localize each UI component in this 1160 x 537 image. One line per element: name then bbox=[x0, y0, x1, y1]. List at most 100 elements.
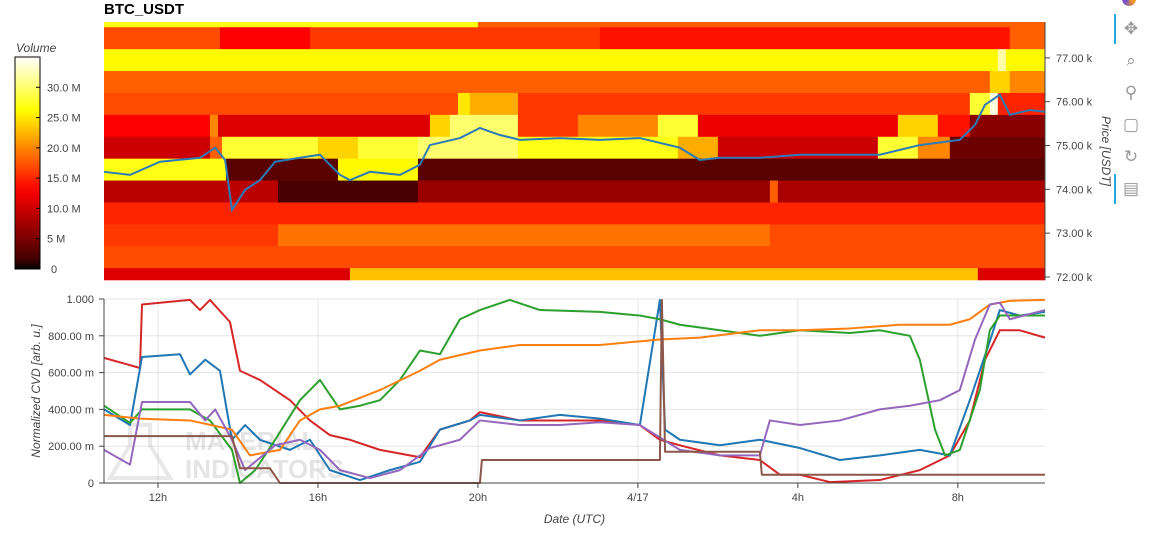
x-tick-label: 4h bbox=[792, 492, 804, 504]
heatmap-cell bbox=[717, 136, 879, 159]
price-tick-label: 74.00 k bbox=[1056, 184, 1093, 196]
flask-icon bbox=[106, 423, 174, 480]
heatmap-cell bbox=[769, 224, 1046, 247]
heatmap-cell bbox=[677, 136, 719, 159]
price-line bbox=[103, 93, 1046, 213]
heatmap-cell bbox=[469, 92, 519, 116]
heatmap-cell bbox=[277, 224, 771, 247]
heatmap-cell bbox=[219, 27, 311, 50]
price-axis-label: Price [USDT] bbox=[1099, 116, 1113, 187]
price-tick-label: 76.00 k bbox=[1056, 97, 1093, 109]
price-tick-label: 73.00 k bbox=[1056, 228, 1093, 240]
heatmap-cell bbox=[217, 114, 431, 138]
x-tick-label: 16h bbox=[309, 492, 327, 504]
heatmap-cell bbox=[977, 268, 1046, 281]
heatmap-cell bbox=[517, 92, 971, 116]
heatmap-cell bbox=[309, 27, 601, 50]
heatmap-cell bbox=[417, 158, 1046, 181]
heatmap-cell bbox=[969, 114, 1046, 138]
price-tick-label: 77.00 k bbox=[1056, 53, 1093, 65]
heatmap-cell bbox=[104, 180, 279, 203]
price-tick-label: 75.00 k bbox=[1056, 141, 1093, 153]
save-icon[interactable]: ▢ bbox=[1122, 115, 1140, 134]
heatmap-cell bbox=[517, 114, 579, 138]
y-tick-label: 600.00 m bbox=[48, 368, 94, 380]
colorbar-tick-label: 20.0 M bbox=[47, 143, 81, 155]
heatmap-cell bbox=[997, 49, 1007, 72]
y-tick-label: 0 bbox=[88, 478, 94, 490]
heatmap-cell bbox=[104, 92, 459, 116]
cvd-line-blue bbox=[103, 298, 1046, 482]
heatmap-cell bbox=[104, 158, 227, 181]
y-tick-label: 200.00 m bbox=[48, 441, 94, 453]
heatmap-cell bbox=[104, 202, 1046, 225]
x-axis-label: Date (UTC) bbox=[544, 512, 605, 526]
heatmap-cell bbox=[417, 136, 519, 159]
heatmap-cell bbox=[1009, 71, 1046, 94]
heatmap-cell bbox=[104, 246, 1046, 269]
heatmap-cell bbox=[937, 114, 971, 138]
wheel-zoom-icon[interactable]: ⚲ bbox=[1124, 83, 1138, 102]
heatmap-cell bbox=[104, 136, 211, 159]
heatmap-cell bbox=[349, 268, 979, 281]
y-tick-label: 800.00 m bbox=[48, 331, 94, 343]
cvd-line-orange bbox=[103, 298, 1046, 457]
heatmap-cell bbox=[317, 136, 359, 159]
box-zoom-icon[interactable]: ⌕ bbox=[1126, 51, 1136, 70]
colorbar-tick-label: 15.0 M bbox=[47, 173, 81, 185]
heatmap-cell bbox=[599, 27, 1011, 50]
heatmap-cell bbox=[517, 136, 679, 159]
cvd-line-green bbox=[103, 298, 1045, 484]
colorbar-scale bbox=[14, 56, 41, 270]
heatmap-cell bbox=[104, 22, 479, 28]
heatmap-cell bbox=[1005, 49, 1046, 72]
heatmap-cell bbox=[104, 268, 351, 281]
heatmap-cell bbox=[429, 114, 451, 138]
heatmap-cell bbox=[104, 114, 211, 138]
heatmap-cell bbox=[657, 114, 699, 138]
heatmap-cell bbox=[104, 49, 999, 72]
heatmap-cell bbox=[949, 136, 1046, 159]
price-tick-label: 72.00 k bbox=[1056, 272, 1093, 284]
heatmap-cell bbox=[769, 180, 779, 203]
heatmap-cell bbox=[104, 224, 279, 247]
reset-icon[interactable]: ↻ bbox=[1123, 147, 1139, 166]
heatmap-cell bbox=[337, 158, 419, 181]
heatmap-cell bbox=[104, 27, 221, 50]
heatmap-cell bbox=[417, 180, 771, 203]
bokeh-logo-icon bbox=[1122, 0, 1136, 6]
heatmap-cell bbox=[209, 114, 219, 138]
colorbar-tick-label: 0 bbox=[51, 264, 57, 276]
heatmap-cell bbox=[277, 180, 419, 203]
pan-icon[interactable]: ✥ bbox=[1123, 19, 1139, 38]
colorbar-tick-label: 30.0 M bbox=[47, 82, 81, 94]
colorbar: Volume 0 5 M 10.0 M 15.0 M 20.0 M 25.0 M 30.0 M bbox=[14, 41, 81, 276]
heatmap-cell bbox=[357, 136, 419, 159]
cvd-line-brown bbox=[104, 298, 1045, 484]
x-tick-label: 8h bbox=[952, 492, 964, 504]
active-tool-indicator bbox=[1114, 14, 1116, 44]
heatmap-cell bbox=[449, 114, 519, 138]
heatmap-cell bbox=[1009, 27, 1046, 50]
colorbar-title: Volume bbox=[16, 41, 57, 55]
heatmap-cell bbox=[225, 158, 339, 181]
heatmap-cell bbox=[969, 92, 991, 116]
heatmap-cell bbox=[917, 136, 951, 159]
y-tick-label: 400.00 m bbox=[48, 404, 94, 416]
heatmap-cell bbox=[697, 114, 899, 138]
active-tool-indicator bbox=[1114, 174, 1116, 204]
hover-icon[interactable]: ▤ bbox=[1122, 179, 1140, 198]
chart-title: BTC_USDT bbox=[104, 1, 184, 18]
colorbar-tick-label: 5 M bbox=[47, 234, 65, 246]
heatmap-cell bbox=[104, 71, 991, 94]
heatmap-cell bbox=[221, 136, 319, 159]
x-tick-label: 12h bbox=[149, 492, 167, 504]
heatmap-plot[interactable]: 72.00 k 73.00 k 74.00 k 75.00 k 76.00 k 77.00… bbox=[103, 22, 1113, 284]
heatmap-cell bbox=[897, 114, 939, 138]
cvd-line-purple bbox=[103, 301, 1046, 480]
y-tick-label: 1.000 bbox=[66, 294, 94, 306]
x-tick-label: 4/17 bbox=[627, 492, 648, 504]
x-tick-label: 20h bbox=[469, 492, 487, 504]
